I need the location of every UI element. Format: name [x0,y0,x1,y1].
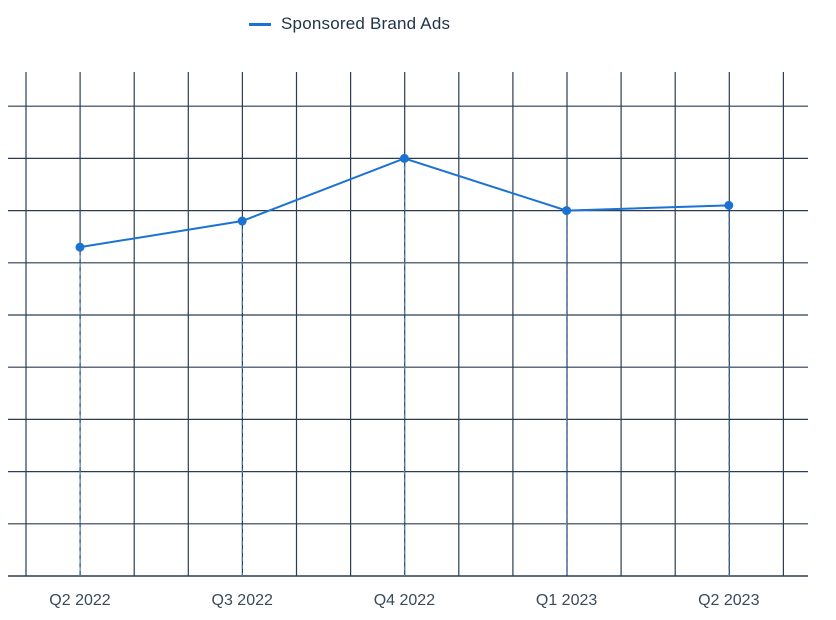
x-tick-label: Q2 2022 [49,592,110,609]
drop-lines [79,158,730,576]
x-tick-label: Q4 2022 [374,592,435,609]
x-tick-label: Q2 2023 [698,592,759,609]
x-tick-label: Q3 2022 [212,592,273,609]
data-point [724,200,734,210]
x-tick-label: Q1 2023 [536,592,597,609]
data-point [237,216,247,226]
legend: Sponsored Brand Ads [249,14,450,34]
data-point [75,242,85,252]
grid [8,72,808,577]
series-sponsored-brand-ads [75,153,734,252]
legend-label: Sponsored Brand Ads [281,14,451,33]
data-point [562,206,572,216]
data-point [399,153,409,163]
legend-swatch [249,22,271,26]
x-axis-ticks: Q2 2022 Q3 2022 Q4 2022 Q1 2023 Q2 2023 [49,592,759,609]
